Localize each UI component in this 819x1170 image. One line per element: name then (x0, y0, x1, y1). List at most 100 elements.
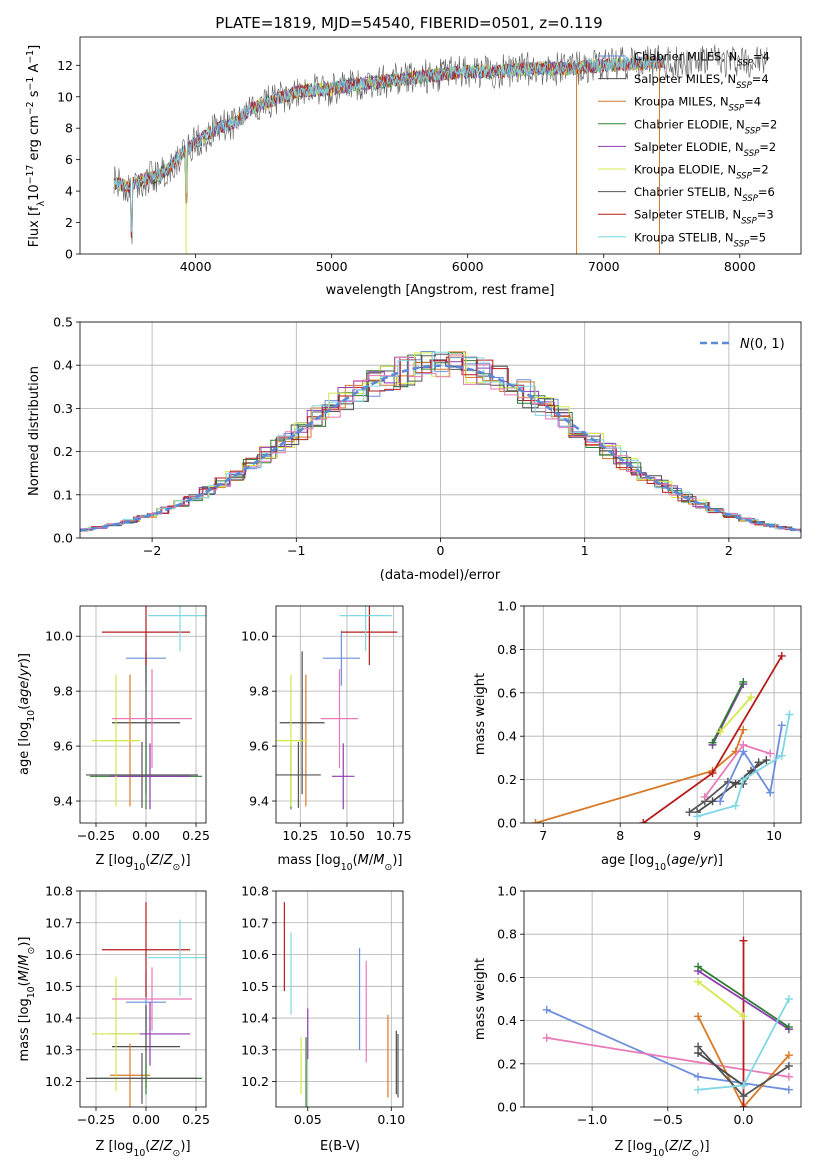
y-tick-label: 1.0 (497, 884, 517, 899)
y-tick-label: 10.0 (45, 629, 73, 644)
legend-label: Chabrier ELODIE, NSSP=2 (634, 117, 777, 136)
label-part: / (695, 853, 700, 868)
label-part: Z [log (95, 1139, 133, 1154)
label-part: Z [log (614, 1139, 652, 1154)
weight-point-marker (784, 1023, 793, 1032)
weight-point-marker (739, 936, 748, 945)
weight-point-marker (739, 740, 748, 749)
y-tick-label: 0 (65, 247, 73, 262)
legend-label-part: SSP (741, 217, 757, 227)
panel-residuals: −2 −1 0 1 2 0.0 0.1 0.2 0.3 0.4 0.5 (53, 315, 802, 558)
x-tick-label: 5000 (316, 259, 348, 274)
label-part: ⊙ (173, 862, 181, 873)
weight-point-marker (746, 693, 755, 702)
weight-point-marker (708, 769, 717, 778)
x-axis-label: Z [log10(Z/Z⊙)] (95, 1139, 190, 1159)
label-part: −1 (25, 77, 36, 91)
legend-label: Kroupa MILES, NSSP=4 (634, 95, 761, 114)
x-tick-label: 0.0 (734, 1112, 754, 1127)
y-tick-label: 10.6 (45, 947, 73, 962)
legend-label: Chabrier STELIB, NSSP=6 (634, 185, 775, 204)
legend-label: N(0, 1) (740, 337, 785, 352)
legend-label-part: =4 (752, 72, 769, 86)
x-tick-label: 6000 (452, 259, 484, 274)
weight-point-marker (746, 766, 755, 775)
label-part: s (27, 90, 42, 101)
weight-point-marker (531, 819, 540, 823)
label-part: ] (27, 45, 42, 50)
y-tick-label: 9.8 (53, 684, 73, 699)
weight-point-marker (694, 1012, 703, 1021)
x-tick-label: 9 (693, 828, 701, 843)
label-part: 10 (654, 862, 666, 873)
x-tick-label: 0 (437, 543, 445, 558)
x-tick-label: 0.00 (132, 828, 160, 843)
legend-label-part: SSP (729, 104, 745, 114)
weight-point-marker (762, 756, 771, 765)
plot-area (276, 606, 398, 810)
label-part: ( (145, 853, 150, 868)
weight-line (711, 681, 745, 744)
y-tick-label: 10.2 (241, 1074, 269, 1089)
label-part: Z [log (95, 853, 133, 868)
panel-weight-vs-age: 7 8 9 10 0.0 0.2 0.4 0.6 0.8 1.0 (497, 599, 802, 843)
legend-label: Salpeter MILES, NSSP=4 (634, 72, 769, 91)
label-part: N (740, 337, 750, 352)
legend-label-part: =6 (758, 185, 775, 199)
panel-age-vs-mass: 10.25 10.50 10.75 9.4 9.6 9.8 10.0 (241, 605, 412, 843)
label-part: −1 (25, 50, 36, 64)
label-part: yr (699, 853, 715, 868)
weight-point-marker (739, 775, 748, 784)
weight-point-marker (694, 1085, 703, 1094)
label-part: ( (145, 1139, 150, 1154)
y-tick-label: 9.4 (53, 794, 73, 809)
y-tick-label: 0.4 (497, 1013, 517, 1028)
label-part: −17 (25, 165, 36, 185)
legend-label-part: Salpeter MILES, N (634, 72, 736, 86)
y-tick-label: 10.8 (241, 884, 269, 899)
weight-point-marker (708, 738, 717, 747)
legend-label-part: SSP (744, 149, 760, 159)
weight-point-marker (694, 1072, 703, 1081)
label-part: Flux [f (27, 206, 42, 247)
x-tick-label: 7 (539, 828, 547, 843)
x-tick-label: 0.00 (132, 1112, 160, 1127)
histogram-step (80, 354, 801, 532)
label-part: 10 (26, 710, 37, 722)
plot-area (86, 606, 206, 810)
legend-label-part: SSP (742, 194, 758, 204)
y-tick-label: 0.1 (53, 487, 73, 502)
panel-age-vs-Z: −0.25 0.00 0.25 9.4 9.6 9.8 10.0 (45, 605, 210, 843)
weight-point-marker (700, 792, 709, 801)
label-part: mass [log (17, 998, 32, 1061)
label-part: 10 (27, 184, 42, 201)
plot-area (86, 902, 206, 1107)
weight-point-marker (731, 779, 740, 788)
y-tick-label: 10.7 (241, 915, 269, 930)
y-tick-label: 0.0 (497, 816, 517, 831)
label-part: Z (668, 1139, 679, 1154)
plot-area (80, 351, 801, 533)
label-part: age [log (17, 722, 32, 775)
label-part: Z (149, 853, 160, 868)
y-axis-label: mass [log10(M/M⊙)] (17, 937, 37, 1062)
y-tick-label: 0.3 (53, 401, 73, 416)
label-part: ⊙ (692, 1148, 700, 1159)
legend-label-part: SSP (736, 81, 752, 91)
plot-area (283, 902, 399, 1107)
label-part: (0, 1) (750, 337, 785, 352)
label-part: )] (713, 853, 723, 868)
weight-line (697, 1015, 790, 1107)
y-tick-label: 9.4 (249, 794, 269, 809)
axes-frame (523, 605, 802, 824)
gaussian-curve (80, 364, 801, 532)
label-part: mass weight (473, 673, 488, 755)
x-tick-label: −0.25 (77, 1112, 115, 1127)
legend-label-part: =4 (753, 50, 770, 64)
label-part: / (17, 965, 32, 970)
legend-label: Salpeter ELODIE, NSSP=2 (634, 140, 776, 159)
weight-point-marker (777, 721, 786, 730)
x-tick-label: 4000 (180, 259, 212, 274)
y-tick-label: 10.7 (45, 915, 73, 930)
